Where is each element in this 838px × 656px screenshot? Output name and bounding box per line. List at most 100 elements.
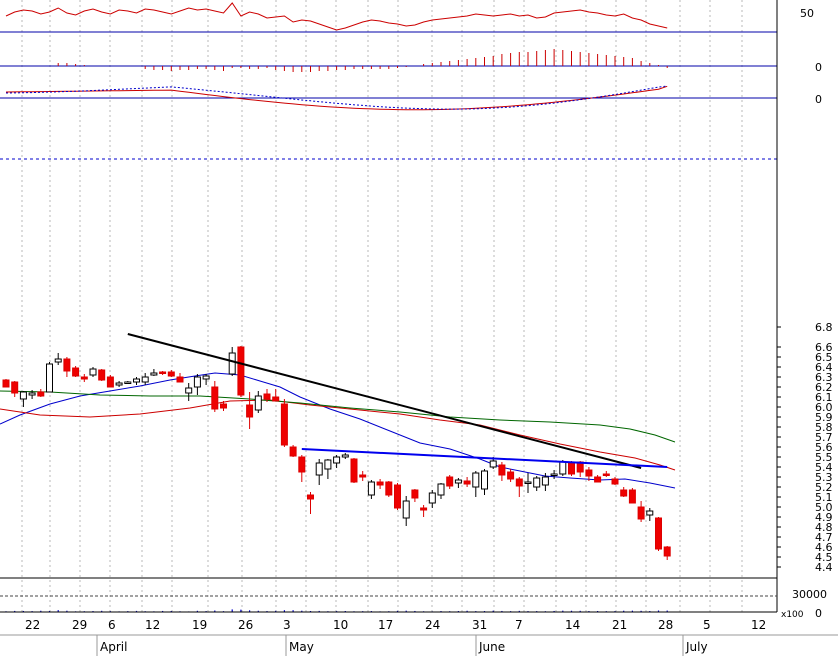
x-tick-label: 31 [472,618,487,632]
candle-body [507,471,515,480]
candle-body [515,478,523,487]
x-tick-label: 7 [515,618,523,632]
candle-body [63,358,71,372]
candle-body [637,506,645,520]
candlestick-series [2,346,671,560]
signal-line [5,85,668,111]
candle-body [350,458,358,483]
candle-body [585,469,593,477]
candle-body [385,481,393,496]
candle-body [489,460,497,468]
candle-body [446,476,454,487]
volume-zero-label: 0 [815,607,822,620]
candle-body [2,379,10,388]
price-tick-label: 6.5 [815,351,833,364]
candle-body [19,391,27,400]
price-tick-label: 6.3 [815,371,833,384]
trendlines [127,333,668,469]
candle-body [533,477,541,488]
candle-body [106,376,114,388]
candle-body [498,464,506,476]
candle-body [202,375,210,380]
price-tick-label: 6.4 [815,361,833,374]
candle-body [376,481,384,486]
candle-body [602,473,610,476]
macd-line [5,85,668,110]
candle-body [228,352,236,375]
candle-body [324,459,332,470]
candle-body [211,386,219,410]
x-tick-label: 10 [333,618,348,632]
candle-body [72,367,80,377]
price-tick-label: 6.1 [815,391,833,404]
candle-body [254,395,262,411]
candle-body [272,396,280,402]
panel1-label: 50 [800,7,814,20]
candle-body [611,478,619,485]
candle-body [411,489,419,499]
x-tick-label: 28 [658,618,673,632]
x-tick-label: 21 [612,618,627,632]
candle-body [246,404,254,418]
candle-body [220,403,227,409]
price-tick-label: 5.5 [815,451,833,464]
price-tick-label: 5.4 [815,461,833,474]
moving-average-lines [0,372,676,489]
candle-body [628,489,636,504]
candle-body [463,480,471,485]
price-tick-label: 5.0 [815,501,833,514]
price-tick-label: 6.6 [815,341,833,354]
axes [0,0,838,636]
candle-body [646,510,654,516]
x-tick-label: 19 [192,618,207,632]
price-tick-label: 5.1 [815,491,833,504]
candle-body [620,489,628,497]
candle-body [315,462,323,476]
indicator-panels [0,2,777,160]
volume-tick-label: 30000 [792,588,827,601]
candle-body [428,492,436,504]
x-tick-label: 22 [25,618,40,632]
candle-body [89,368,97,376]
candle-body [307,494,314,500]
volume-units-label: x100 [781,610,804,620]
candle-body [367,481,375,496]
candle-body [333,456,341,464]
price-tick-label: 5.2 [815,481,833,494]
month-label: July [685,640,708,654]
candle-body [150,372,158,376]
candle-body [37,391,45,397]
candle-body [263,393,271,400]
price-tick-label: 4.9 [815,511,833,524]
candle-body [568,462,575,475]
candle-body [298,456,306,473]
price-tick-label: 6.0 [815,401,833,414]
month-label: June [478,640,505,654]
price-tick-label: 4.5 [815,551,833,564]
candle-body [289,446,297,457]
x-tick-label: 24 [425,618,440,632]
candle-body [454,479,462,484]
candle-body [655,517,662,550]
candle-body [46,363,53,393]
candle-body [550,473,558,476]
candle-body [437,483,445,496]
trendline-2 [301,448,668,468]
x-tick-label: 3 [283,618,291,632]
price-tick-label: 4.7 [815,531,833,544]
candle-body [394,484,401,509]
candle-body [185,387,193,394]
oscillator-line [5,2,668,31]
candle-body [524,481,532,484]
price-tick-label: 6.8 [815,321,833,334]
x-tick-label: 17 [378,618,393,632]
x-tick-label: 26 [238,618,253,632]
candle-body [341,454,349,458]
x-tick-label: 12 [145,618,160,632]
moving-average-2 [0,399,676,471]
candle-body [159,371,167,374]
x-tick-label: 12 [751,618,766,632]
candle-body [559,461,567,475]
x-tick-label: 29 [72,618,87,632]
